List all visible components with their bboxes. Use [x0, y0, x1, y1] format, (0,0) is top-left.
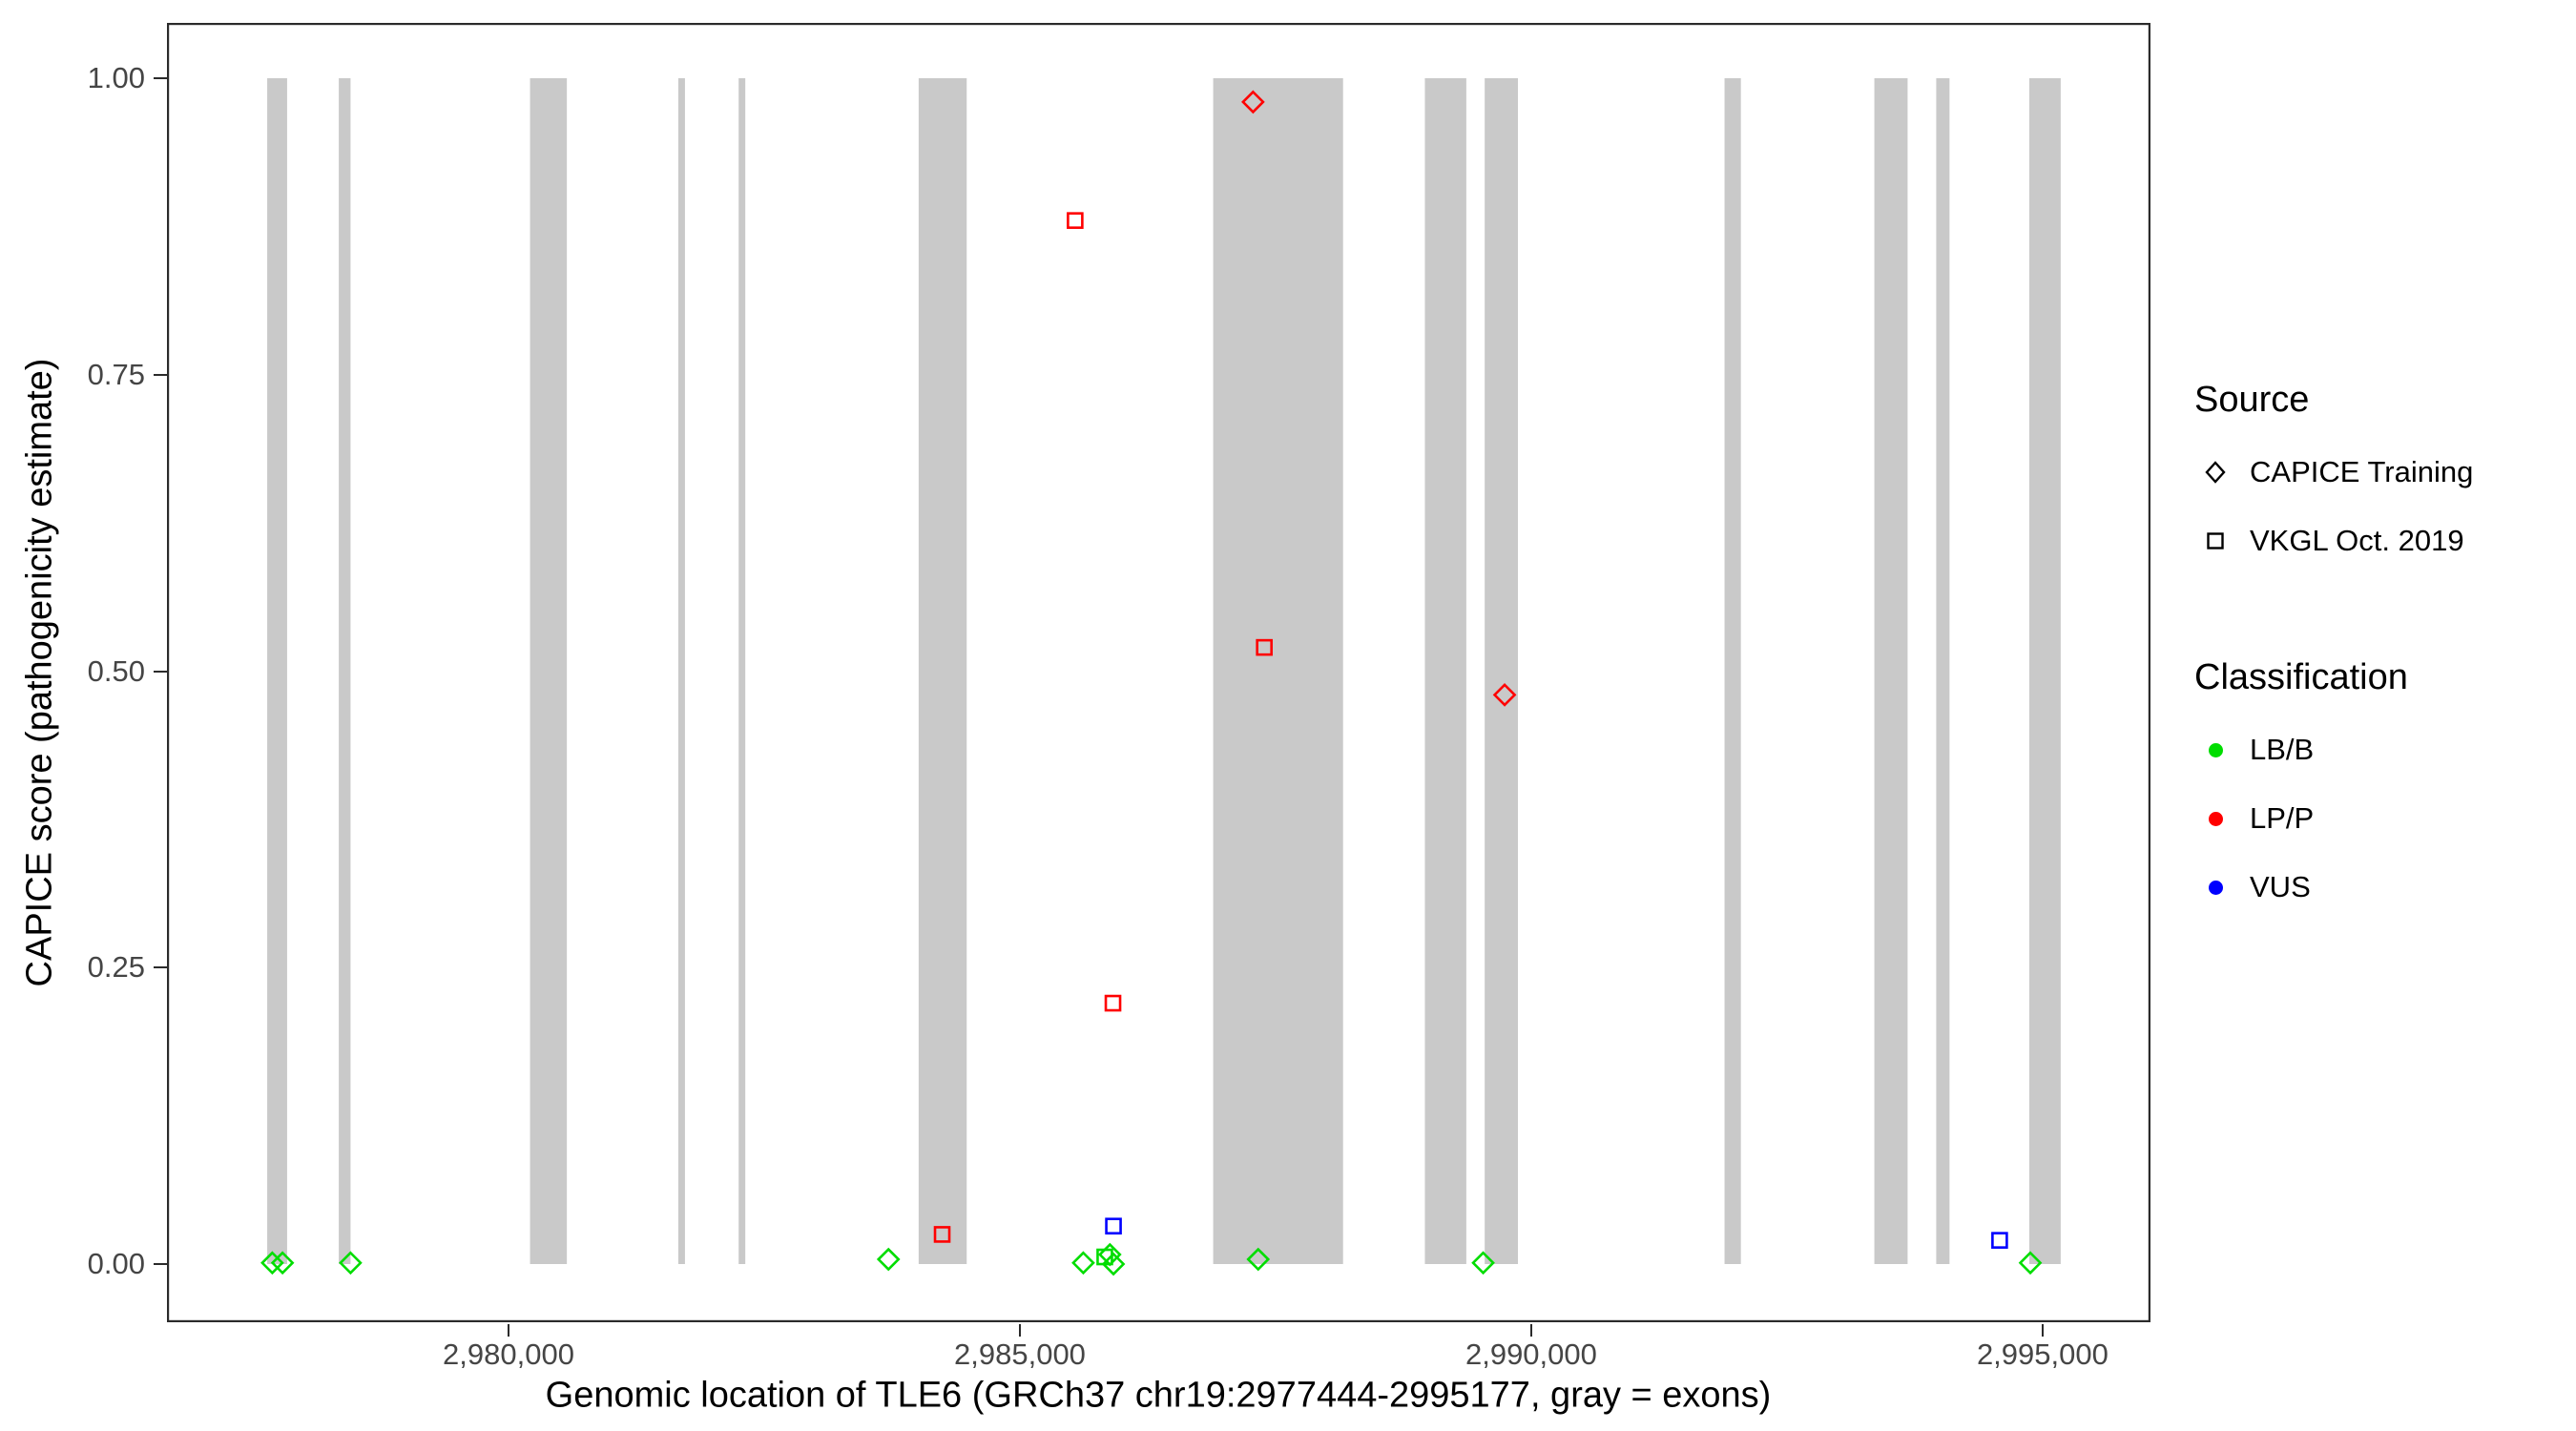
- legend-label: CAPICE Training: [2250, 455, 2474, 488]
- x-tick-label: 2,980,000: [443, 1338, 574, 1371]
- legend-label: VUS: [2250, 870, 2311, 903]
- panel-border: [167, 23, 2150, 1322]
- x-axis-title: Genomic location of TLE6 (GRCh37 chr19:2…: [545, 1375, 1772, 1416]
- legend-label: VKGL Oct. 2019: [2250, 524, 2464, 557]
- data-point-square: [1991, 1232, 2008, 1249]
- x-tick-label: 2,990,000: [1465, 1338, 1597, 1371]
- data-point-diamond: [876, 1247, 901, 1272]
- plot-panel: [167, 23, 2150, 1322]
- y-tick-mark: [154, 373, 167, 376]
- legend-group-classification: Classification LB/B LP/P VUS: [2194, 657, 2566, 922]
- legend-label: LB/B: [2250, 733, 2315, 766]
- data-point-diamond: [1241, 90, 1265, 114]
- exon-region: [1485, 78, 1519, 1264]
- blue-dot-icon: [2194, 880, 2236, 895]
- square-marker-icon: [2194, 525, 2236, 557]
- data-point-diamond: [1097, 1242, 1122, 1267]
- data-point-diamond: [260, 1251, 284, 1275]
- exon-region: [1724, 78, 1741, 1264]
- data-point-square: [933, 1226, 951, 1243]
- x-tick-mark: [1529, 1324, 1532, 1337]
- plot-canvas: [167, 23, 2150, 1322]
- data-point-diamond: [339, 1251, 363, 1275]
- exon-region: [738, 78, 746, 1264]
- legend-group-source: Source CAPICE Training VKGL Oct. 2019: [2194, 380, 2566, 575]
- data-point-square: [1067, 212, 1084, 229]
- y-tick-mark: [154, 77, 167, 79]
- legend-item-vus: VUS: [2194, 853, 2566, 922]
- x-tick-label: 2,995,000: [1976, 1338, 2109, 1371]
- exon-region: [530, 78, 568, 1264]
- data-point-square: [1256, 638, 1273, 656]
- y-tick-mark: [154, 966, 167, 969]
- exon-region: [1424, 78, 1466, 1264]
- diamond-marker-icon: [2194, 456, 2236, 488]
- exon-region: [267, 78, 287, 1264]
- red-dot-icon: [2194, 811, 2236, 826]
- legend-item-lbb: LB/B: [2194, 716, 2566, 784]
- green-dot-icon: [2194, 742, 2236, 757]
- y-tick-label: 0.50: [87, 653, 145, 688]
- legend-item-capice-training: CAPICE Training: [2194, 438, 2566, 507]
- x-tick-label: 2,985,000: [954, 1338, 1086, 1371]
- legend: Source CAPICE Training VKGL Oct. 2019: [2194, 380, 2566, 1004]
- legend-title-classification: Classification: [2194, 657, 2408, 697]
- data-point-square: [1104, 994, 1122, 1012]
- legend-title-source: Source: [2194, 380, 2310, 420]
- y-tick-mark: [154, 670, 167, 673]
- exon-region: [918, 78, 967, 1264]
- legend-item-lpp: LP/P: [2194, 784, 2566, 853]
- exon-region: [1936, 78, 1950, 1264]
- x-tick-mark: [2041, 1324, 2044, 1337]
- y-tick-label: 0.75: [87, 357, 145, 391]
- exon-region: [1213, 78, 1343, 1264]
- y-tick-label: 0.25: [87, 950, 145, 985]
- y-tick-label: 0.00: [87, 1247, 145, 1280]
- exon-region: [1874, 78, 1908, 1264]
- y-tick-mark: [154, 1263, 167, 1265]
- legend-label: LP/P: [2250, 801, 2315, 835]
- data-point-diamond: [1101, 1252, 1126, 1276]
- y-tick-label: 1.00: [87, 61, 145, 94]
- legend-item-vkgl: VKGL Oct. 2019: [2194, 507, 2566, 575]
- x-tick-mark: [1018, 1324, 1021, 1337]
- data-point-square: [1105, 1217, 1122, 1235]
- data-point-diamond: [270, 1251, 295, 1275]
- data-point-diamond: [1492, 683, 1517, 707]
- x-tick-mark: [508, 1324, 510, 1337]
- data-point-diamond: [1471, 1251, 1495, 1275]
- exon-region: [2028, 78, 2061, 1264]
- data-point-diamond: [1071, 1251, 1095, 1275]
- exon-region: [339, 78, 351, 1264]
- exon-region: [677, 78, 685, 1264]
- data-point-diamond: [2018, 1251, 2043, 1275]
- data-point-diamond: [1246, 1247, 1271, 1272]
